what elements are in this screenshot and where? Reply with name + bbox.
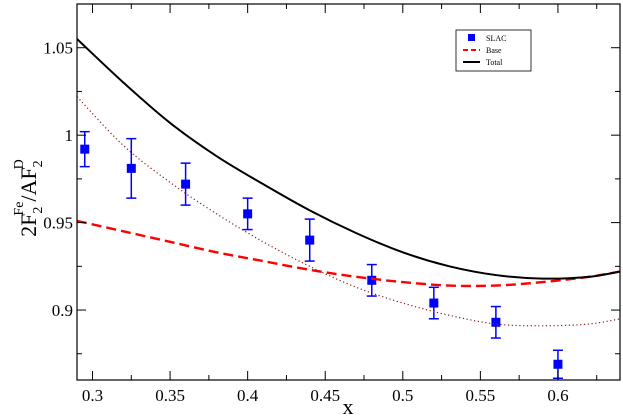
legend-label-total: Total [486, 58, 503, 67]
data-point-slac [428, 286, 439, 320]
series-line-total [77, 38, 620, 280]
x-tick-label: 0.35 [155, 386, 185, 405]
legend-label-slac: SLAC [486, 34, 506, 43]
data-marker [181, 179, 191, 189]
y-tick-label: 0.95 [43, 214, 73, 233]
data-point-slac [366, 263, 377, 297]
series-line-base [77, 219, 620, 288]
data-point-slac [180, 162, 191, 206]
y-label-part-2: /AF [16, 167, 41, 201]
y-axis-label: 2F2Fe/AF2D [12, 159, 46, 237]
data-marker [305, 235, 315, 245]
y-tick-label: 1 [65, 126, 74, 145]
y-label-sub-2: 2 [31, 160, 46, 167]
x-tick-label: 0.6 [547, 386, 568, 405]
legend-label-base: Base [486, 46, 502, 55]
data-point-slac [79, 130, 90, 168]
data-marker [126, 163, 136, 173]
x-tick-label: 0.5 [392, 386, 413, 405]
svg-text:2F2Fe/AF2D: 2F2Fe/AF2D [12, 159, 46, 237]
y-label-sub-1: 2 [31, 207, 46, 214]
data-point-slac [242, 197, 253, 231]
x-tick-label: 0.4 [237, 386, 259, 405]
y-tick-label: 0.9 [52, 301, 73, 320]
x-axis: 0.3 0.35 0.4 0.45 0.5 0.55 0.6 [82, 4, 598, 405]
y-label-sup-2: D [12, 159, 27, 169]
plot-area [77, 38, 620, 380]
data-point-slac [490, 305, 501, 339]
y-label-part-1: 2F [16, 214, 41, 237]
y-tick-label: 1.05 [43, 39, 73, 58]
x-tick-label: 0.55 [465, 386, 495, 405]
x-axis-label: x [343, 394, 354, 418]
data-marker [491, 317, 501, 327]
legend-marker-slac [468, 34, 475, 41]
legend: SLAC Base Total [455, 29, 532, 72]
series-line-dotted [77, 96, 620, 327]
data-marker [80, 144, 90, 154]
data-marker [553, 359, 563, 369]
data-point-slac [304, 218, 315, 262]
x-tick-label: 0.45 [310, 386, 340, 405]
data-point-slac [126, 137, 137, 199]
data-marker [243, 209, 253, 219]
data-marker [367, 275, 377, 285]
data-marker [429, 298, 439, 308]
y-axis: 0.9 0.95 1 1.05 [43, 39, 620, 355]
x-tick-label: 0.3 [82, 386, 103, 405]
y-label-sup-1: Fe [12, 202, 27, 216]
plot-frame [76, 3, 621, 381]
